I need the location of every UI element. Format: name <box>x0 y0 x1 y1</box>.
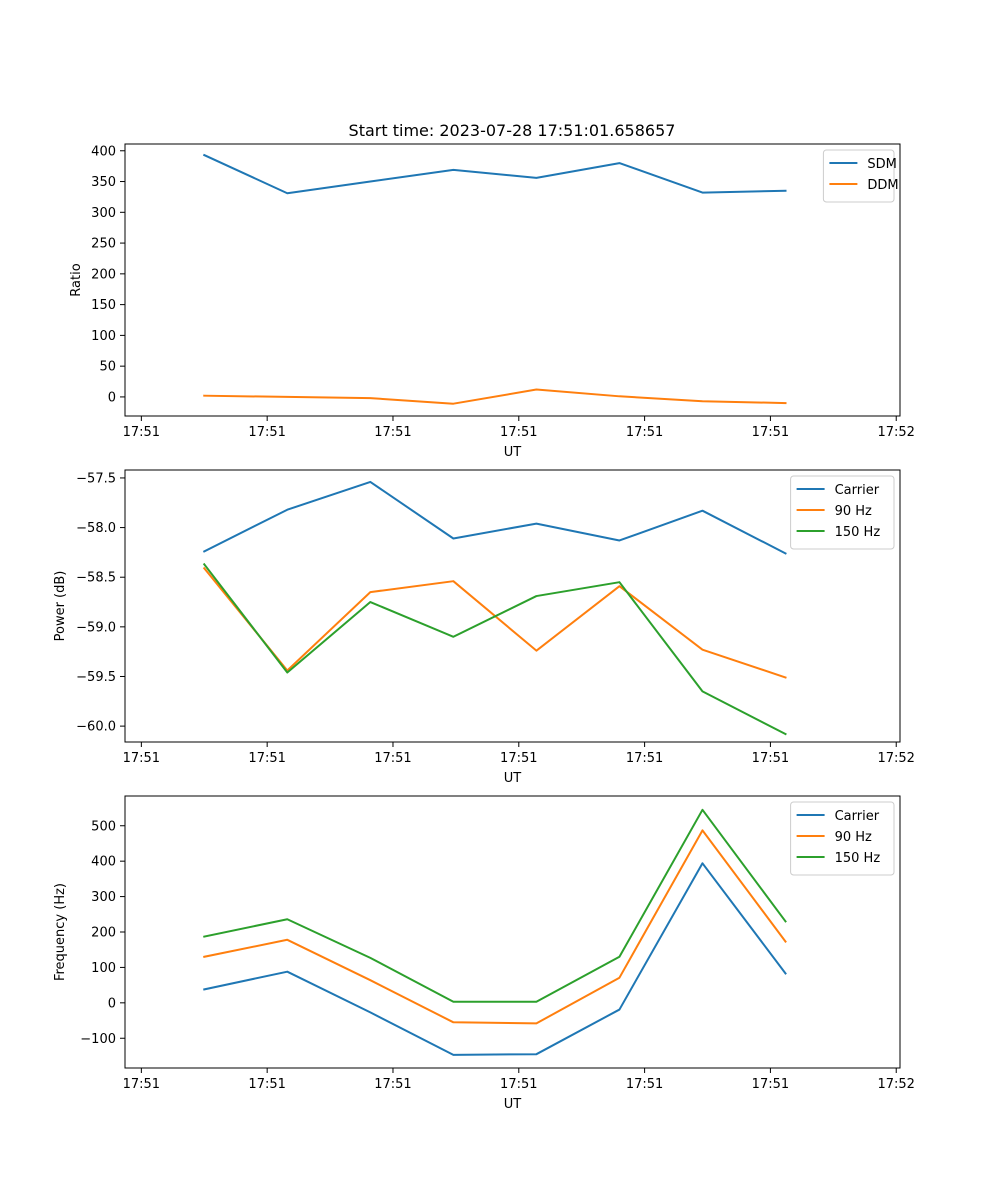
legend: Carrier 90 Hz 150 Hz <box>790 475 895 550</box>
axes-frame <box>124 143 901 417</box>
x-tick-label: 17:51 <box>626 1077 663 1092</box>
y-tick-label: −58.0 <box>76 521 116 536</box>
x-tick-label: 17:52 <box>877 1077 914 1092</box>
x-tick-label: 17:52 <box>877 425 914 440</box>
y-tick-label: 200 <box>91 926 116 941</box>
y-tick-label: 250 <box>91 237 116 252</box>
x-tick-label: 17:51 <box>248 751 285 766</box>
series-lines <box>203 808 787 1056</box>
series-line-150-hz <box>202 562 787 736</box>
subplot-2: 17:51 17:51 17:51 17:51 17:51 17:51 17:52 UT −60… <box>53 469 915 786</box>
y-axis-label: Power (dB) <box>53 571 68 642</box>
series-line-90-hz <box>203 829 787 1025</box>
y-tick-label: −59.5 <box>76 670 116 685</box>
y-axis: −100 0 100 200 300 400 500 Frequency (Hz) <box>53 819 125 1047</box>
axes-frame <box>124 469 901 743</box>
legend-entry: SDM <box>867 157 896 172</box>
x-tick-label: 17:51 <box>248 1077 285 1092</box>
x-tick-label: 17:51 <box>752 1077 789 1092</box>
subplots: 17:51 17:51 17:51 17:51 17:51 17:51 17:52 UT 0 50… <box>53 143 915 1112</box>
series-line-carrier <box>203 862 787 1056</box>
legend-entry: Carrier <box>835 483 880 498</box>
y-tick-label: 100 <box>91 961 116 976</box>
y-tick-label: 300 <box>91 206 116 221</box>
x-tick-label: 17:51 <box>248 425 285 440</box>
subplot-3: 17:51 17:51 17:51 17:51 17:51 17:51 17:52 UT −10… <box>53 795 915 1112</box>
x-axis-label: UT <box>504 771 522 786</box>
y-tick-label: 50 <box>99 360 116 375</box>
series-lines <box>202 153 787 405</box>
y-tick-label: −60.0 <box>76 720 116 735</box>
y-tick-label: 0 <box>108 996 116 1011</box>
y-tick-label: −59.0 <box>76 620 116 635</box>
x-axis: 17:51 17:51 17:51 17:51 17:51 17:51 17:52 UT <box>123 1068 915 1112</box>
x-tick-label: 17:51 <box>374 425 411 440</box>
legend: Carrier 90 Hz 150 Hz <box>790 801 895 876</box>
legend: SDM DDM <box>822 149 899 203</box>
legend-entry: 90 Hz <box>835 504 872 519</box>
y-tick-label: 100 <box>91 329 116 344</box>
legend-entry: Carrier <box>835 809 880 824</box>
y-tick-label: 300 <box>91 890 116 905</box>
y-tick-label: −58.5 <box>76 571 116 586</box>
y-tick-label: 350 <box>91 175 116 190</box>
y-tick-label: −57.5 <box>76 471 116 486</box>
y-tick-label: 200 <box>91 267 116 282</box>
x-tick-label: 17:51 <box>752 425 789 440</box>
legend-entry: DDM <box>867 178 898 193</box>
legend-entry: 90 Hz <box>835 830 872 845</box>
subplot-1: 17:51 17:51 17:51 17:51 17:51 17:51 17:52 UT 0 50… <box>69 143 915 460</box>
x-tick-label: 17:51 <box>500 1077 537 1092</box>
x-tick-label: 17:51 <box>123 425 160 440</box>
x-axis: 17:51 17:51 17:51 17:51 17:51 17:51 17:52 UT <box>123 416 915 460</box>
x-axis-label: UT <box>504 1097 522 1112</box>
series-lines <box>202 480 787 736</box>
y-axis-label: Frequency (Hz) <box>53 883 68 981</box>
x-tick-label: 17:51 <box>123 751 160 766</box>
x-tick-label: 17:51 <box>626 425 663 440</box>
y-tick-label: 400 <box>91 144 116 159</box>
series-line-carrier <box>202 480 787 555</box>
x-tick-label: 17:51 <box>123 1077 160 1092</box>
x-tick-label: 17:51 <box>500 425 537 440</box>
series-line-150-hz <box>203 808 787 1003</box>
y-tick-label: 0 <box>108 390 116 405</box>
x-axis: 17:51 17:51 17:51 17:51 17:51 17:51 17:52 UT <box>123 742 915 786</box>
x-tick-label: 17:51 <box>374 751 411 766</box>
x-tick-label: 17:51 <box>752 751 789 766</box>
figure-title: Start time: 2023-07-28 17:51:01.658657 <box>349 121 676 140</box>
x-tick-label: 17:51 <box>626 751 663 766</box>
y-axis-label: Ratio <box>69 263 84 296</box>
y-axis: 0 50 100 150 200 250 300 350 400 Ratio <box>69 144 125 405</box>
x-tick-label: 17:52 <box>877 751 914 766</box>
x-tick-label: 17:51 <box>500 751 537 766</box>
y-tick-label: −100 <box>80 1032 116 1047</box>
series-line-sdm <box>202 153 787 195</box>
y-tick-label: 150 <box>91 298 116 313</box>
x-tick-label: 17:51 <box>374 1077 411 1092</box>
series-line-ddm <box>203 388 787 405</box>
y-tick-label: 400 <box>91 855 116 870</box>
y-tick-label: 500 <box>91 819 116 834</box>
legend-entry: 150 Hz <box>835 851 881 866</box>
x-axis-label: UT <box>504 445 522 460</box>
y-axis: −60.0 −59.5 −59.0 −58.5 −58.0 −57.5 Power (dB) <box>53 471 125 735</box>
legend-entry: 150 Hz <box>835 525 881 540</box>
